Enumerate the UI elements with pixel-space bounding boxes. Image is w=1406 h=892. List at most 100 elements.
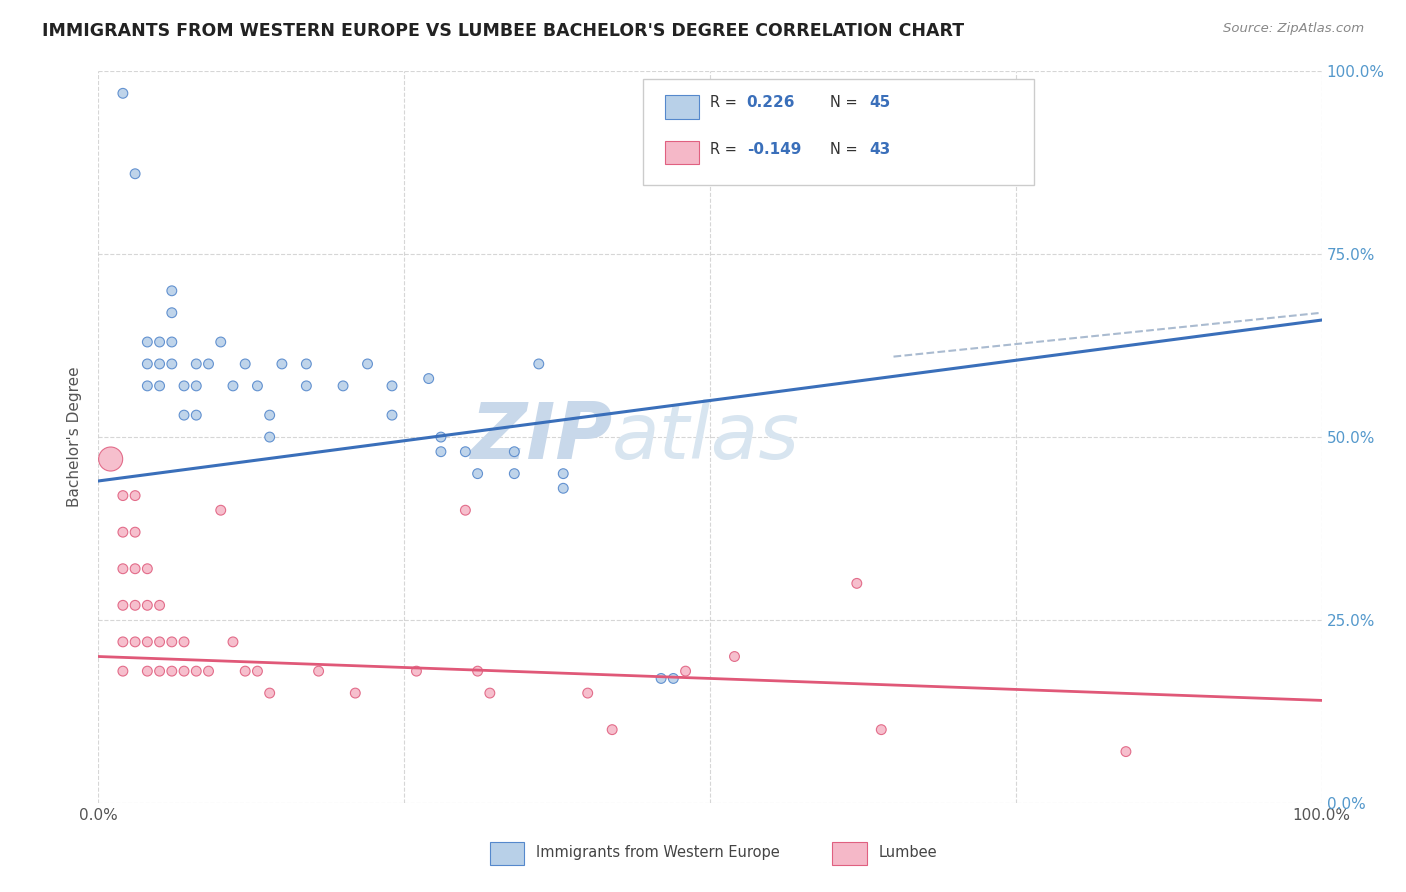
Point [209, 503, 232, 517]
Point [356, 357, 378, 371]
Point [723, 649, 745, 664]
Point [430, 430, 453, 444]
Point [124, 489, 146, 503]
Point [173, 408, 195, 422]
Point [100, 452, 122, 467]
Text: ZIP: ZIP [470, 399, 612, 475]
Point [111, 87, 134, 101]
Point [600, 723, 623, 737]
Bar [832, 841, 866, 865]
Bar [665, 95, 699, 119]
Text: Immigrants from Western Europe: Immigrants from Western Europe [536, 845, 780, 860]
Bar [665, 141, 699, 164]
Point [246, 379, 269, 393]
Point [186, 379, 208, 393]
Point [160, 284, 183, 298]
Point [259, 686, 281, 700]
Point [149, 599, 172, 613]
Point [136, 357, 159, 371]
Point [553, 481, 575, 495]
Point [430, 444, 453, 458]
Point [209, 334, 232, 349]
Point [454, 503, 477, 517]
Point [124, 562, 146, 576]
Bar [489, 841, 524, 865]
Text: 0.226: 0.226 [747, 95, 796, 111]
Point [576, 686, 599, 700]
Point [111, 599, 134, 613]
Point [381, 408, 404, 422]
Point [111, 664, 134, 678]
Point [332, 379, 354, 393]
Point [295, 357, 318, 371]
Point [197, 664, 219, 678]
Point [222, 379, 245, 393]
Point [173, 664, 195, 678]
Point [124, 167, 146, 181]
Point [527, 357, 550, 371]
Point [553, 467, 575, 481]
Text: 45: 45 [869, 95, 890, 111]
Point [136, 562, 159, 576]
Text: 43: 43 [869, 142, 890, 157]
Point [454, 444, 477, 458]
Point [675, 664, 697, 678]
Point [503, 467, 526, 481]
Point [111, 562, 134, 576]
Point [467, 664, 489, 678]
Point [662, 672, 685, 686]
Point [149, 635, 172, 649]
Y-axis label: Bachelor's Degree: Bachelor's Degree [67, 367, 83, 508]
Text: N =: N = [830, 95, 862, 111]
Text: IMMIGRANTS FROM WESTERN EUROPE VS LUMBEE BACHELOR'S DEGREE CORRELATION CHART: IMMIGRANTS FROM WESTERN EUROPE VS LUMBEE… [42, 22, 965, 40]
FancyBboxPatch shape [643, 78, 1035, 185]
Point [160, 306, 183, 320]
Point [111, 635, 134, 649]
Point [1004, 87, 1026, 101]
Point [173, 379, 195, 393]
Point [405, 664, 427, 678]
Point [160, 334, 183, 349]
Text: -0.149: -0.149 [747, 142, 801, 157]
Point [160, 635, 183, 649]
Text: N =: N = [830, 142, 862, 157]
Text: Source: ZipAtlas.com: Source: ZipAtlas.com [1223, 22, 1364, 36]
Point [222, 635, 245, 649]
Point [259, 408, 281, 422]
Point [259, 430, 281, 444]
Point [173, 635, 195, 649]
Point [136, 379, 159, 393]
Point [295, 379, 318, 393]
Point [124, 599, 146, 613]
Point [136, 334, 159, 349]
Point [418, 371, 440, 385]
Point [160, 664, 183, 678]
Point [124, 635, 146, 649]
Point [160, 357, 183, 371]
Point [381, 379, 404, 393]
Point [233, 664, 256, 678]
Point [503, 444, 526, 458]
Point [149, 664, 172, 678]
Point [136, 664, 159, 678]
Point [149, 357, 172, 371]
Point [344, 686, 367, 700]
Point [467, 467, 489, 481]
Point [149, 379, 172, 393]
Point [136, 635, 159, 649]
Point [124, 525, 146, 540]
Point [478, 686, 501, 700]
Point [186, 408, 208, 422]
Point [246, 664, 269, 678]
Point [650, 672, 672, 686]
Point [186, 664, 208, 678]
Text: atlas: atlas [612, 399, 800, 475]
Point [845, 576, 868, 591]
Point [308, 664, 330, 678]
Text: Lumbee: Lumbee [879, 845, 938, 860]
Point [270, 357, 294, 371]
Point [111, 525, 134, 540]
Point [870, 723, 893, 737]
Point [149, 334, 172, 349]
Point [197, 357, 219, 371]
